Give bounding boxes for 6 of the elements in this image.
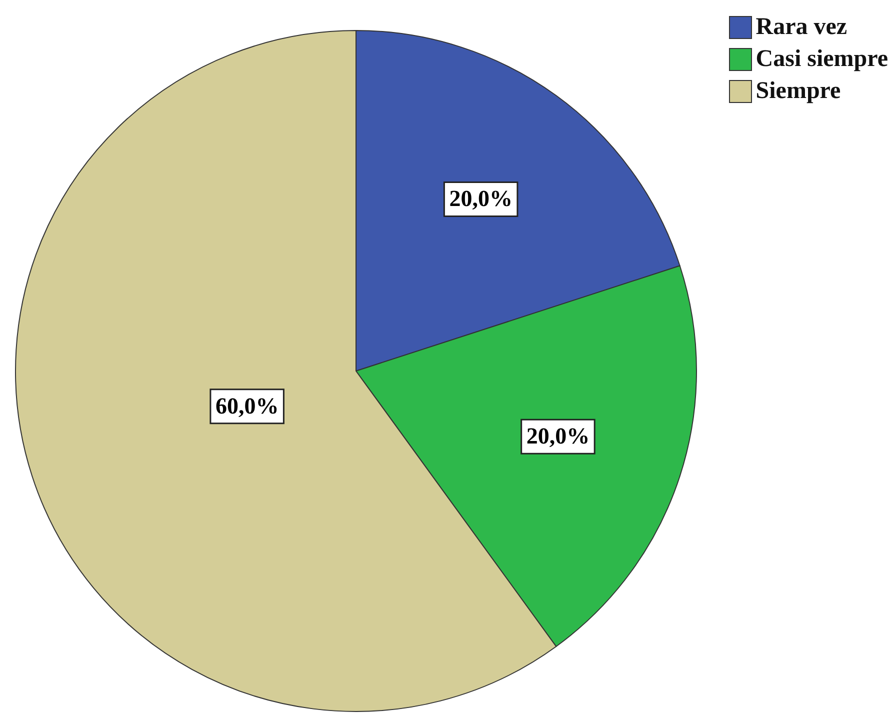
legend-label: Casi siempre — [756, 46, 888, 72]
data-label: 60,0% — [215, 393, 279, 418]
data-label: 20,0% — [526, 424, 590, 449]
legend-label: Rara vez — [756, 14, 848, 40]
data-label: 20,0% — [449, 186, 512, 212]
legend-label: Siempre — [756, 78, 841, 104]
